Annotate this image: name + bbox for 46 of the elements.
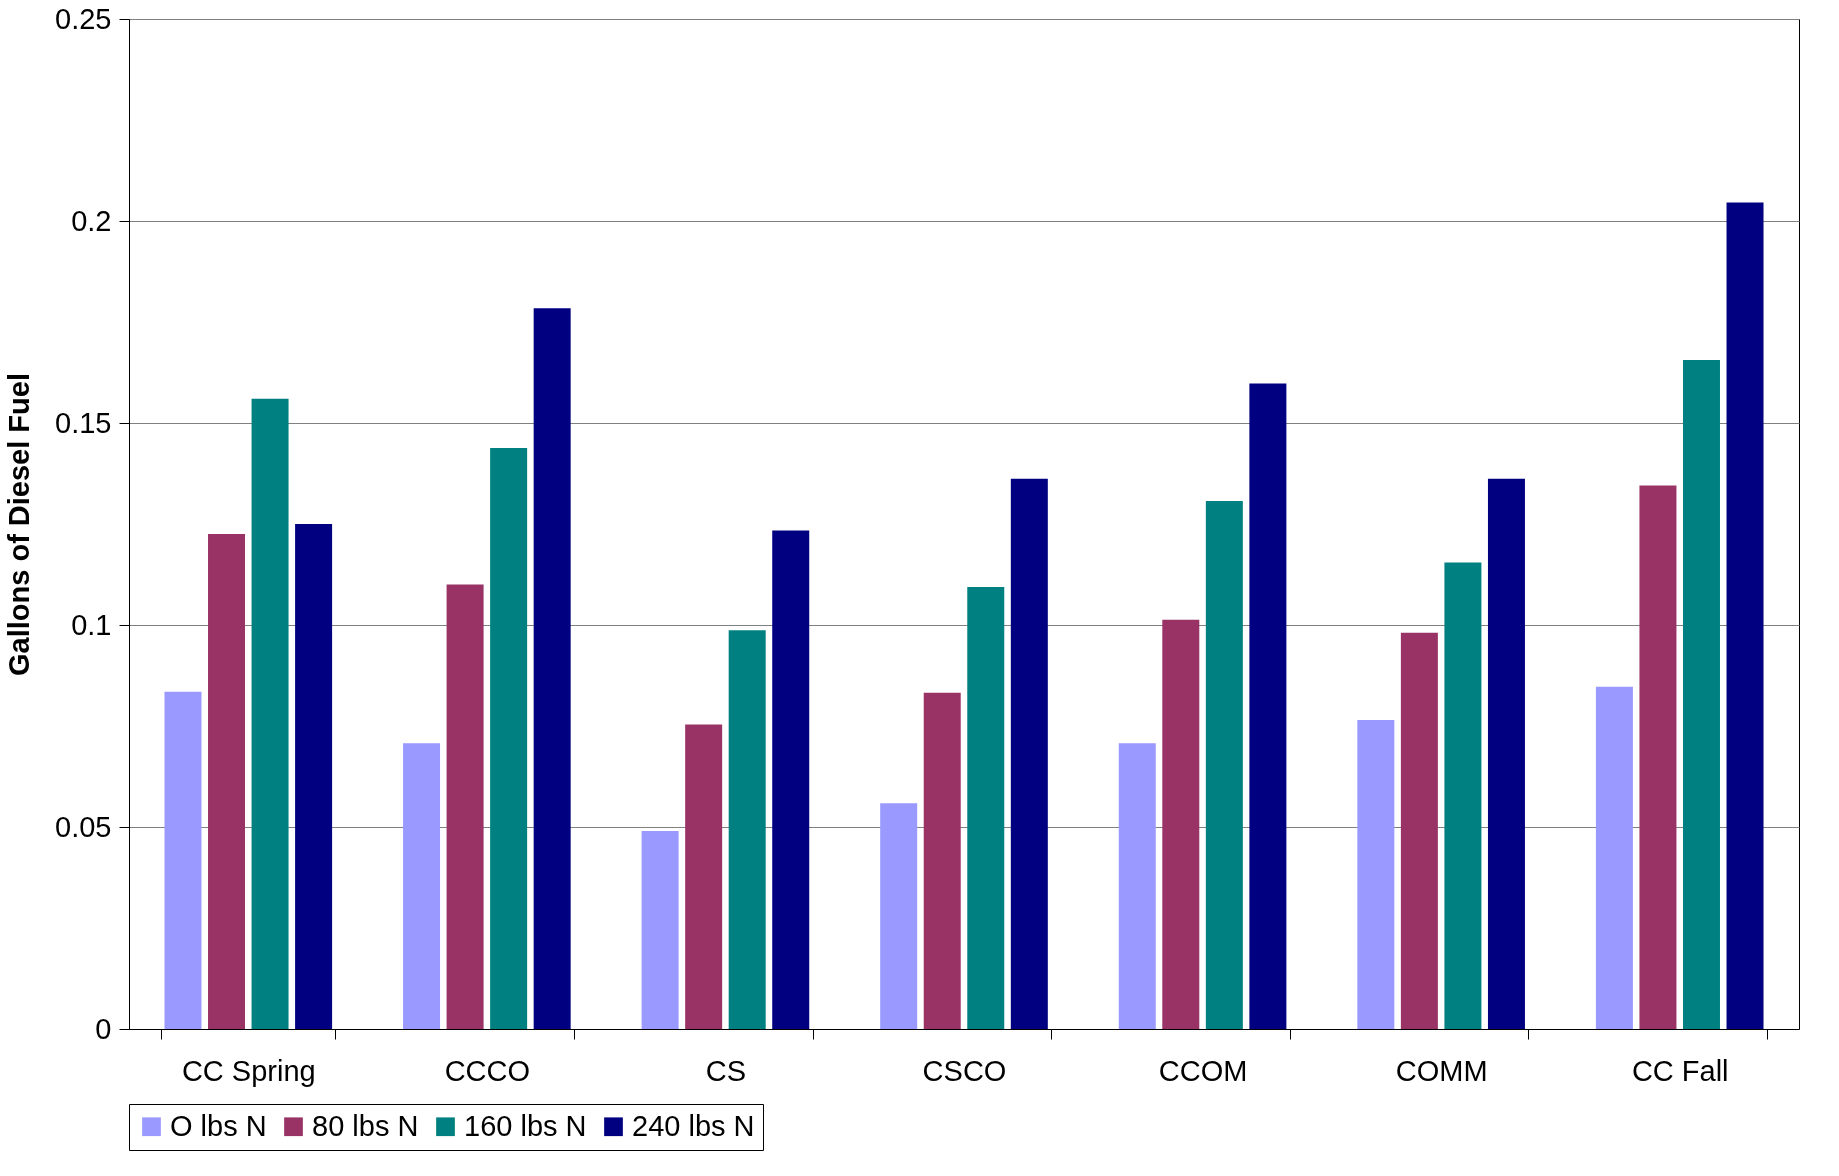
bar [1639, 485, 1677, 1029]
bar [1162, 619, 1200, 1029]
bar [446, 584, 484, 1029]
bar [1357, 719, 1395, 1029]
y-tick-label: 0.25 [55, 2, 112, 35]
bar [728, 630, 766, 1029]
bar [490, 448, 528, 1029]
x-tick-label: CC Spring [181, 1054, 316, 1087]
y-tick-label: 0 [95, 1012, 112, 1045]
x-tick-label: CCCO [444, 1054, 531, 1087]
bar [1487, 478, 1525, 1029]
legend-label: O lbs N [170, 1109, 267, 1142]
bar [1726, 202, 1764, 1029]
bar [641, 831, 679, 1029]
bar [1118, 743, 1156, 1029]
bar [1595, 686, 1633, 1029]
y-tick-label: 0.2 [71, 204, 112, 237]
bar [1249, 383, 1287, 1029]
x-tick-label: CCOM [1158, 1054, 1248, 1087]
y-tick-label: 0.05 [55, 810, 112, 843]
bar [208, 534, 246, 1029]
bar [251, 398, 289, 1029]
legend-label: 240 lbs N [632, 1109, 755, 1142]
bar [772, 530, 810, 1029]
bar [164, 691, 202, 1029]
x-tick-label: CC Fall [1631, 1054, 1729, 1087]
bar [403, 743, 441, 1029]
bar [1010, 478, 1048, 1029]
x-tick-label: CS [705, 1054, 747, 1087]
bar [533, 308, 571, 1029]
bar [1400, 632, 1438, 1029]
bar [1682, 359, 1720, 1029]
bar [967, 587, 1005, 1029]
x-tick-label: CSCO [922, 1054, 1007, 1087]
y-tick-label: 0.1 [71, 608, 112, 641]
y-axis-title: Gallons of Diesel Fuel [3, 373, 36, 676]
bar [1444, 562, 1482, 1029]
legend-label: 160 lbs N [464, 1109, 587, 1142]
y-tick-label: 0.15 [55, 406, 112, 439]
bar [923, 692, 961, 1029]
bar [880, 803, 918, 1029]
x-tick-label: COMM [1395, 1054, 1488, 1087]
legend-label: 80 lbs N [312, 1109, 419, 1142]
bar [1205, 500, 1243, 1029]
bar [295, 524, 333, 1029]
bar [685, 724, 723, 1029]
